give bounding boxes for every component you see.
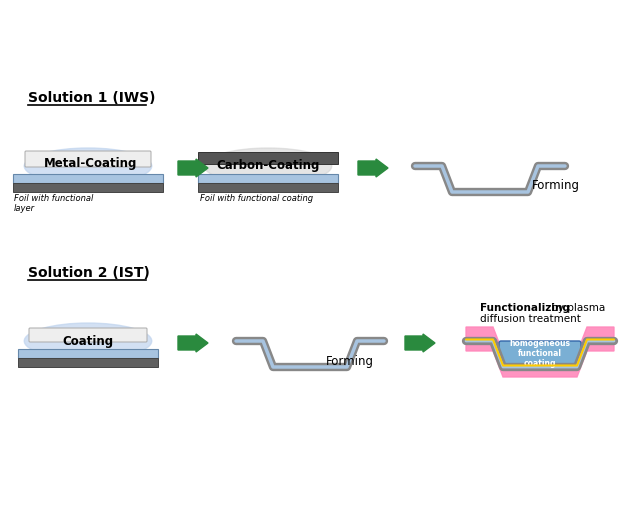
Ellipse shape: [24, 323, 152, 359]
Text: Forming: Forming: [532, 180, 580, 193]
FancyBboxPatch shape: [499, 341, 581, 366]
FancyArrow shape: [178, 159, 208, 177]
Bar: [13, 183, 163, 192]
Bar: [18, 349, 158, 358]
Bar: [13, 174, 163, 183]
FancyArrow shape: [405, 334, 435, 352]
Bar: [18, 358, 158, 367]
Text: diffusion treatment: diffusion treatment: [480, 314, 581, 324]
Bar: [198, 183, 338, 192]
Text: homogeneous
functional
coating: homogeneous functional coating: [509, 338, 570, 369]
Text: Forming: Forming: [326, 354, 374, 368]
Bar: [198, 174, 338, 183]
Ellipse shape: [24, 148, 152, 184]
Polygon shape: [466, 338, 614, 370]
Text: Foil with functional coating: Foil with functional coating: [200, 194, 313, 203]
Bar: [198, 152, 338, 164]
Text: Foil with functional
layer: Foil with functional layer: [14, 194, 93, 214]
Polygon shape: [466, 327, 614, 377]
FancyArrow shape: [358, 159, 388, 177]
Text: Functionalizing: Functionalizing: [480, 303, 570, 313]
FancyArrow shape: [178, 334, 208, 352]
Text: Coating: Coating: [63, 334, 113, 348]
FancyBboxPatch shape: [29, 328, 147, 342]
Text: by plasma: by plasma: [548, 303, 605, 313]
Text: Solution 1 (IWS): Solution 1 (IWS): [28, 91, 156, 105]
Ellipse shape: [204, 148, 332, 184]
Text: Solution 2 (IST): Solution 2 (IST): [28, 266, 150, 280]
Text: Carbon-Coating: Carbon-Coating: [216, 160, 320, 173]
FancyBboxPatch shape: [25, 151, 151, 167]
Text: Metal-Coating: Metal-Coating: [44, 158, 138, 170]
